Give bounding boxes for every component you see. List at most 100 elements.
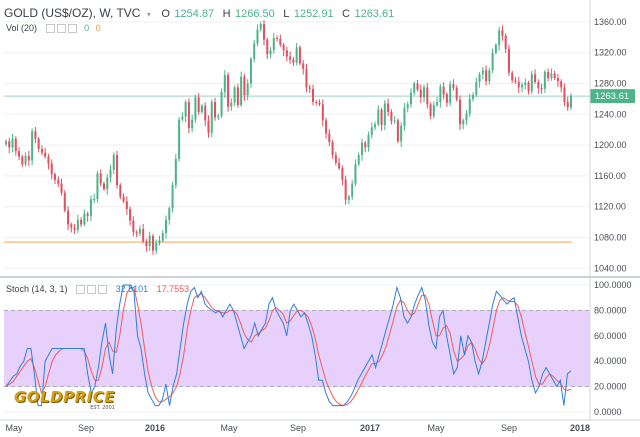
x-tick-label: Sep bbox=[501, 423, 517, 433]
candle-body bbox=[73, 227, 76, 230]
close-icon[interactable] bbox=[67, 24, 77, 34]
last-price-badge-bg bbox=[590, 89, 635, 104]
stoch-tick-label: 100.0000 bbox=[594, 280, 632, 290]
candle-body bbox=[298, 47, 301, 64]
candle-body bbox=[514, 80, 517, 82]
candle-body bbox=[210, 101, 213, 133]
candle-body bbox=[387, 103, 390, 112]
candle-body bbox=[429, 104, 432, 116]
h-label: H bbox=[222, 8, 231, 20]
candle-body bbox=[537, 81, 540, 89]
candle-body bbox=[396, 120, 399, 142]
stoch-d-value: 17.7553 bbox=[156, 284, 190, 294]
candle-body bbox=[70, 224, 73, 228]
candle-body bbox=[21, 156, 24, 165]
candle-body bbox=[161, 232, 164, 241]
candle-body bbox=[439, 86, 442, 102]
candle-body bbox=[416, 83, 419, 90]
candle-body bbox=[530, 74, 533, 92]
l-value: 1252.91 bbox=[293, 8, 334, 20]
close-icon[interactable] bbox=[98, 285, 108, 295]
candle-body bbox=[236, 87, 239, 106]
stoch-tick-label: 0.0000 bbox=[594, 407, 622, 417]
candle-body bbox=[328, 133, 331, 142]
eye-icon[interactable] bbox=[45, 24, 55, 34]
candle-body bbox=[181, 116, 184, 120]
candle-body bbox=[204, 105, 207, 121]
stoch-tick-label: 80.0000 bbox=[594, 305, 627, 315]
candle-body bbox=[119, 185, 122, 197]
price-tick-label: 1280.00 bbox=[594, 78, 627, 88]
candle-body bbox=[540, 88, 543, 90]
candle-body bbox=[449, 84, 452, 103]
h-value: 1266.50 bbox=[235, 8, 275, 20]
candle-body bbox=[76, 219, 79, 230]
vol-value-1: 0 bbox=[84, 23, 90, 33]
candle-body bbox=[285, 50, 288, 57]
candle-body bbox=[158, 240, 161, 243]
symbol-title[interactable]: GOLD (US$/OZ), W, TVC bbox=[4, 6, 141, 20]
candle-body bbox=[289, 56, 292, 60]
x-axis: May Sep 2016 May Sep 2017 May Sep 2018 bbox=[5, 423, 590, 433]
goldprice-logo: GOLDPRICE EST. 2001 bbox=[14, 388, 115, 411]
candle-body bbox=[4, 141, 8, 145]
candle-body bbox=[534, 74, 537, 82]
x-tick-label: 2016 bbox=[145, 423, 165, 433]
candle-body bbox=[197, 97, 200, 112]
candle-body bbox=[253, 43, 256, 59]
candle-body bbox=[406, 104, 409, 109]
settings-icon[interactable] bbox=[87, 285, 97, 295]
candle-body bbox=[432, 105, 435, 116]
stoch-y-axis: 100.0000 80.0000 60.0000 40.0000 20.0000 0.00… bbox=[594, 280, 632, 417]
candle-body bbox=[138, 229, 141, 234]
candle-body bbox=[344, 179, 347, 200]
candle-body bbox=[452, 84, 455, 89]
stoch-tick-label: 40.0000 bbox=[594, 356, 627, 366]
price-tick-label: 1040.00 bbox=[594, 263, 627, 273]
candle-body bbox=[357, 155, 360, 165]
candle-body bbox=[262, 24, 266, 40]
candle-body bbox=[57, 179, 60, 184]
candle-body bbox=[47, 156, 50, 164]
candle-body bbox=[475, 81, 478, 96]
candle-body bbox=[455, 88, 458, 100]
candle-body bbox=[485, 70, 488, 82]
settings-icon[interactable] bbox=[56, 24, 66, 34]
price-tick-label: 1120.00 bbox=[594, 202, 626, 212]
candle-body bbox=[129, 209, 132, 221]
candle-body bbox=[403, 108, 406, 126]
candle-body bbox=[423, 87, 426, 98]
candle-body bbox=[334, 155, 337, 163]
candle-body bbox=[354, 164, 357, 184]
candle-body bbox=[116, 155, 119, 186]
stoch-label: Stoch (14, 3, 1) bbox=[6, 284, 68, 294]
candle-body bbox=[269, 50, 272, 55]
candle-body bbox=[142, 229, 145, 242]
candle-body bbox=[481, 70, 484, 75]
candle-body bbox=[380, 109, 383, 126]
candle-body bbox=[520, 85, 524, 88]
candle-body bbox=[478, 74, 481, 82]
vol-label: Vol (20) bbox=[6, 23, 38, 33]
candle-body bbox=[305, 68, 308, 88]
price-tick-label: 1320.00 bbox=[594, 48, 627, 58]
x-tick-label: Sep bbox=[290, 423, 306, 433]
candle-body bbox=[200, 105, 203, 112]
candle-body bbox=[308, 87, 311, 89]
chevron-down-icon[interactable]: ▾ bbox=[146, 10, 151, 19]
candle-body bbox=[276, 38, 279, 40]
candle-body bbox=[501, 30, 504, 36]
candle-body bbox=[18, 151, 21, 157]
candle-body bbox=[122, 196, 125, 202]
candle-body bbox=[99, 173, 102, 184]
candle-body bbox=[191, 119, 194, 129]
candle-body bbox=[556, 78, 559, 82]
candle-body bbox=[442, 86, 445, 95]
candle-body bbox=[249, 58, 252, 84]
x-tick-label: 2018 bbox=[570, 423, 590, 433]
eye-icon[interactable] bbox=[76, 285, 86, 295]
candle-body bbox=[102, 183, 105, 189]
stoch-band bbox=[4, 310, 590, 387]
candle-body bbox=[311, 88, 315, 102]
stoch-lines bbox=[5, 284, 572, 407]
